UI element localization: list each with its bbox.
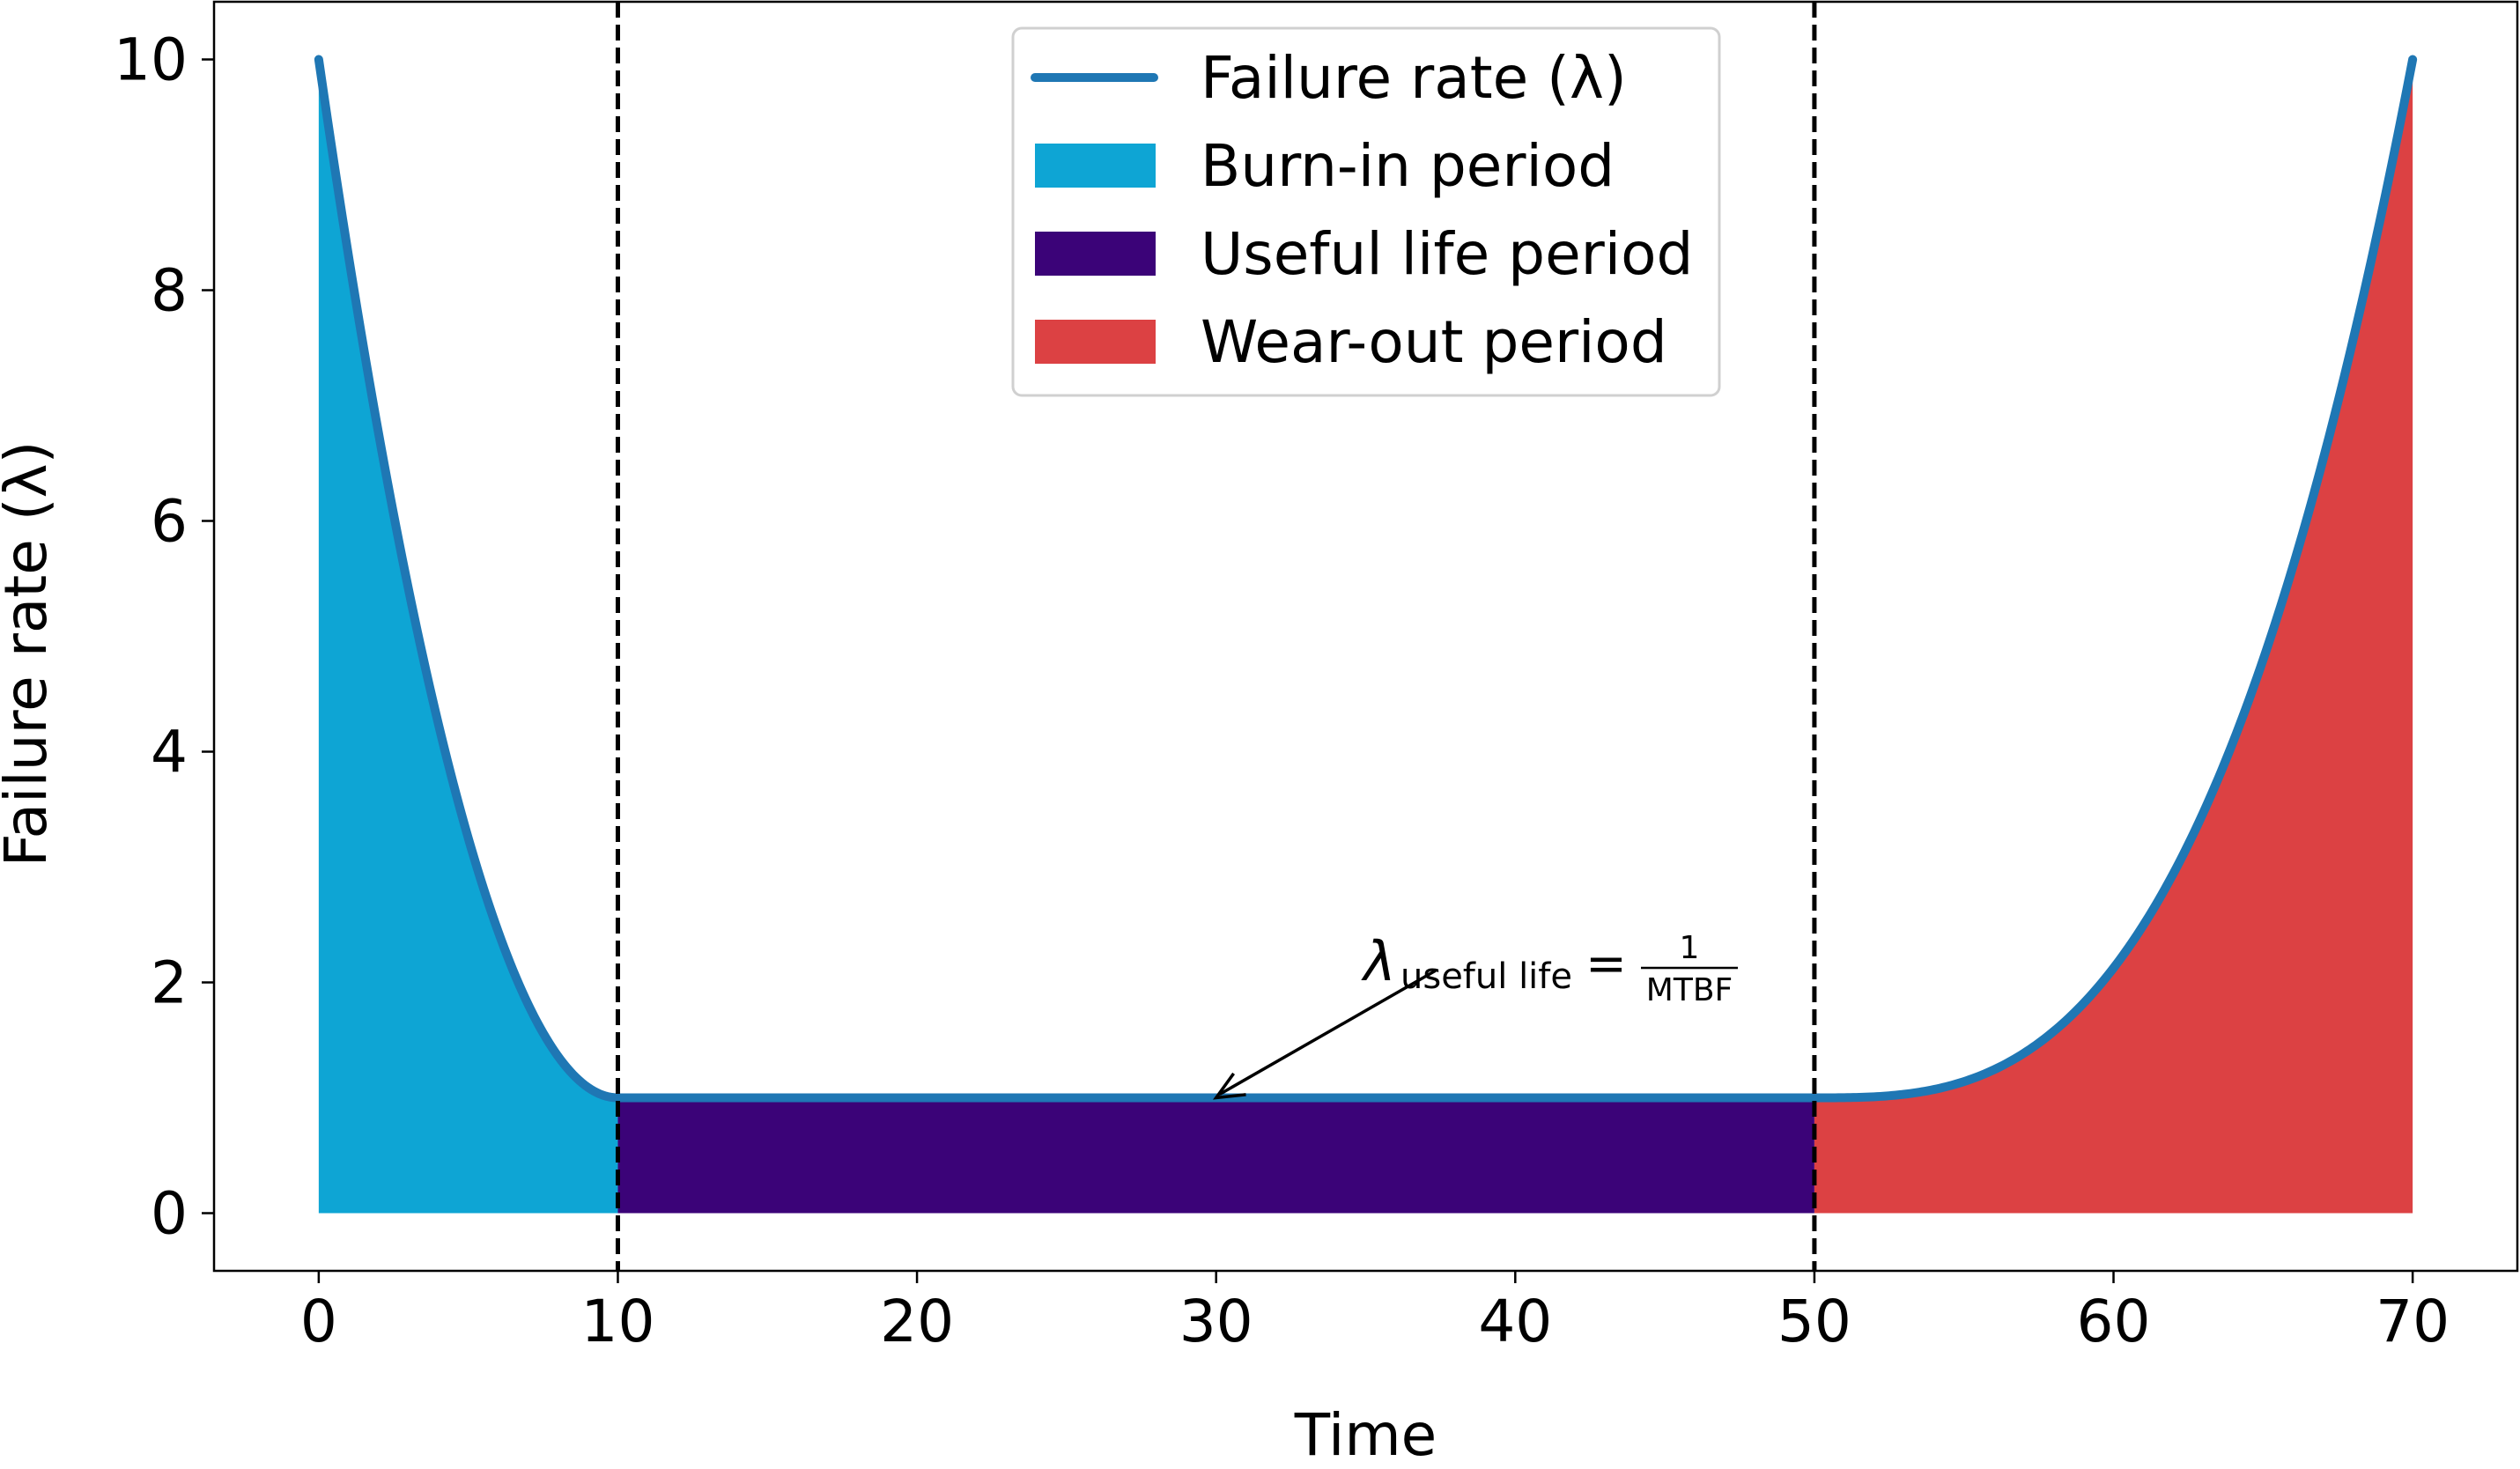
useful-life-annotation: λ useful life = 1 MTBF <box>1212 929 1738 1100</box>
legend-box <box>1011 26 1721 397</box>
x-tick-label: 40 <box>1478 1288 1552 1355</box>
legend: Failure rate (λ) Burn-in period Useful lif… <box>1011 26 1721 397</box>
annotation-equals: = <box>1585 935 1627 993</box>
y-tick-label: 4 <box>151 719 188 786</box>
annotation-denominator: MTBF <box>1646 972 1733 1008</box>
legend-swatch <box>1035 320 1156 364</box>
x-axis-label: Time <box>1294 1401 1437 1469</box>
y-tick-label: 10 <box>114 26 188 94</box>
x-tick-label: 60 <box>2077 1288 2151 1355</box>
x-tick-label: 30 <box>1179 1288 1253 1355</box>
x-tick-label: 10 <box>580 1288 654 1355</box>
fill-burn-in-period <box>318 59 618 1214</box>
annotation-numerator: 1 <box>1680 930 1700 966</box>
y-tick-label: 2 <box>151 949 188 1017</box>
legend-swatch <box>1035 232 1156 276</box>
y-axis-label: Failure rate (λ) <box>0 441 60 867</box>
period-fills <box>318 59 2413 1214</box>
annotation-arrow-head <box>1212 1072 1246 1100</box>
legend-label: Failure rate (λ) <box>1201 44 1627 112</box>
fill-wear-out-period <box>1814 59 2413 1214</box>
y-tick-label: 6 <box>151 488 188 556</box>
x-tick-label: 0 <box>300 1288 337 1355</box>
legend-label: Wear-out period <box>1201 308 1667 376</box>
y-tick-label: 0 <box>151 1180 188 1248</box>
annotation-subscript: useful life <box>1400 956 1572 997</box>
annotation-lambda: λ <box>1361 929 1396 993</box>
period-boundaries <box>615 2 1817 1271</box>
legend-swatch <box>1035 144 1156 188</box>
legend-label: Useful life period <box>1201 220 1693 288</box>
series-lines <box>314 55 2418 1103</box>
plot-frame <box>212 0 2519 1273</box>
annotation-arrow-line <box>1218 969 1437 1096</box>
x-tick-label: 50 <box>1777 1288 1851 1355</box>
x-tick-label: 70 <box>2376 1288 2450 1355</box>
fill-useful-life-period <box>617 1097 1814 1214</box>
legend-label: Burn-in period <box>1201 132 1615 200</box>
failure-rate-line <box>314 55 2418 1103</box>
y-tick-label: 8 <box>151 257 188 325</box>
x-tick-label: 20 <box>880 1288 954 1355</box>
